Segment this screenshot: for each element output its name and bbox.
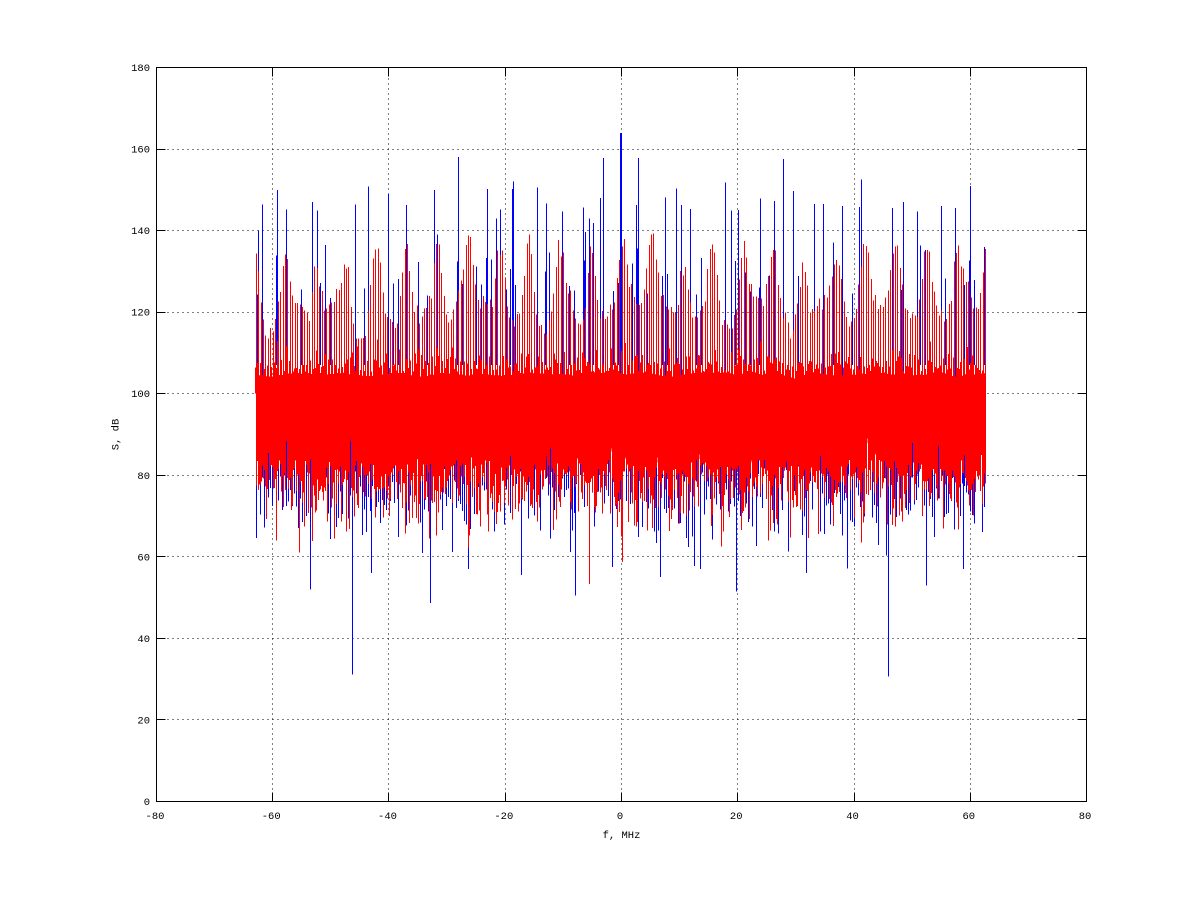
- svg-text:20: 20: [730, 811, 743, 823]
- svg-text:40: 40: [137, 634, 150, 646]
- svg-text:100: 100: [131, 389, 150, 401]
- svg-text:0: 0: [617, 811, 623, 823]
- svg-text:-80: -80: [146, 811, 165, 823]
- svg-text:20: 20: [137, 715, 150, 727]
- svg-text:60: 60: [137, 552, 150, 564]
- svg-text:-20: -20: [494, 811, 513, 823]
- svg-text:S, dB: S, dB: [111, 419, 123, 451]
- svg-text:0: 0: [144, 797, 150, 809]
- svg-text:120: 120: [131, 308, 150, 320]
- svg-text:80: 80: [1079, 811, 1092, 823]
- svg-text:f, MHz: f, MHz: [603, 830, 641, 842]
- svg-text:180: 180: [131, 63, 150, 75]
- svg-text:140: 140: [131, 226, 150, 238]
- svg-text:-60: -60: [262, 811, 281, 823]
- svg-text:40: 40: [846, 811, 859, 823]
- svg-text:160: 160: [131, 145, 150, 157]
- svg-text:-40: -40: [378, 811, 397, 823]
- svg-text:60: 60: [962, 811, 975, 823]
- svg-text:80: 80: [137, 471, 150, 483]
